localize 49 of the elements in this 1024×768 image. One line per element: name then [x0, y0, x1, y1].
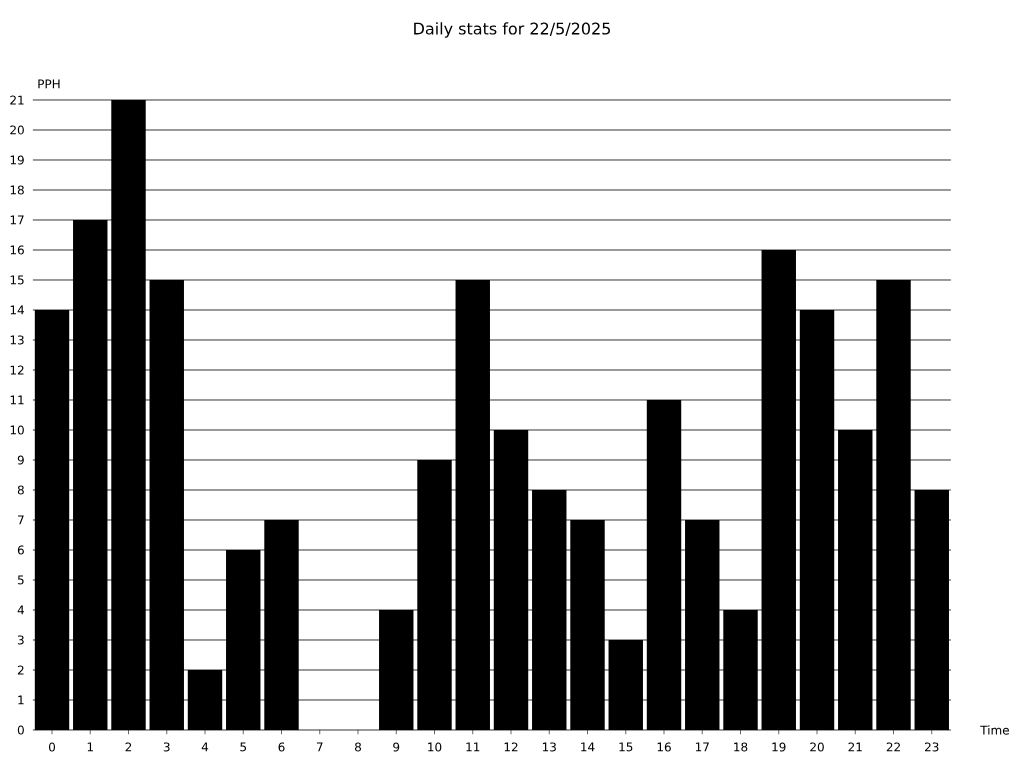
y-tick-label: 3	[17, 635, 24, 645]
y-tick-label: 1	[18, 695, 24, 705]
x-tick-label: 14	[581, 742, 595, 752]
y-tick-label: 7	[18, 515, 24, 525]
y-tick-label: 13	[10, 335, 24, 345]
x-tick-label: 20	[810, 742, 824, 752]
x-tick-label: 22	[886, 742, 900, 752]
y-tick-label: 4	[17, 605, 25, 615]
x-tick-label: 2	[125, 742, 132, 752]
x-tick-label: 12	[504, 742, 518, 752]
x-tick-label: 9	[393, 742, 400, 752]
x-tick-label: 5	[240, 742, 247, 752]
x-tick-label: 17	[695, 742, 709, 752]
y-tick-label: 15	[10, 275, 24, 285]
x-tick-label: 23	[925, 742, 939, 752]
x-tick-label: 13	[542, 742, 556, 752]
y-tick-label: 21	[10, 95, 24, 105]
y-axis-title: PPH	[38, 79, 60, 89]
y-tick-label: 17	[10, 215, 24, 225]
y-tick-label: 0	[17, 725, 24, 735]
x-tick-label: 3	[163, 742, 170, 752]
x-tick-label: 6	[278, 742, 285, 752]
x-axis-title: Time	[980, 725, 1009, 735]
y-tick-label: 6	[17, 545, 24, 555]
x-tick-label: 21	[848, 742, 862, 752]
y-tick-label: 11	[10, 395, 24, 405]
y-tick-label: 8	[17, 485, 24, 495]
y-tick-label: 20	[10, 125, 24, 135]
chart-title: Daily stats for 22/5/2025	[414, 22, 610, 38]
x-tick-label: 4	[201, 742, 209, 752]
y-tick-label: 19	[10, 155, 24, 165]
x-tick-label: 8	[355, 742, 361, 752]
y-tick-label: 18	[10, 185, 24, 195]
y-tick-label: 16	[10, 245, 24, 255]
x-tick-label: 11	[466, 742, 480, 752]
x-tick-label: 18	[734, 742, 748, 752]
y-tick-label: 10	[10, 425, 24, 435]
x-tick-label: 1	[87, 742, 93, 752]
x-tick-label: 15	[619, 742, 633, 752]
x-tick-label: 7	[316, 742, 323, 752]
x-tick-label: 19	[772, 742, 786, 752]
x-tick-label: 10	[428, 742, 442, 752]
y-tick-label: 9	[17, 455, 24, 465]
y-tick-label: 2	[17, 665, 24, 675]
y-tick-label: 5	[17, 575, 24, 585]
x-tick-label: 0	[48, 742, 56, 752]
x-tick-label: 16	[657, 742, 671, 752]
y-tick-label: 14	[10, 305, 24, 315]
y-tick-label: 12	[10, 365, 24, 375]
